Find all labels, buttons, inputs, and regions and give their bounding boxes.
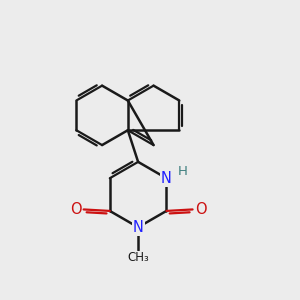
Text: N: N [133, 220, 143, 235]
Text: CH₃: CH₃ [127, 251, 149, 264]
Text: O: O [195, 202, 206, 217]
Text: N: N [161, 171, 172, 186]
Text: H: H [178, 165, 188, 178]
Text: O: O [70, 202, 81, 217]
